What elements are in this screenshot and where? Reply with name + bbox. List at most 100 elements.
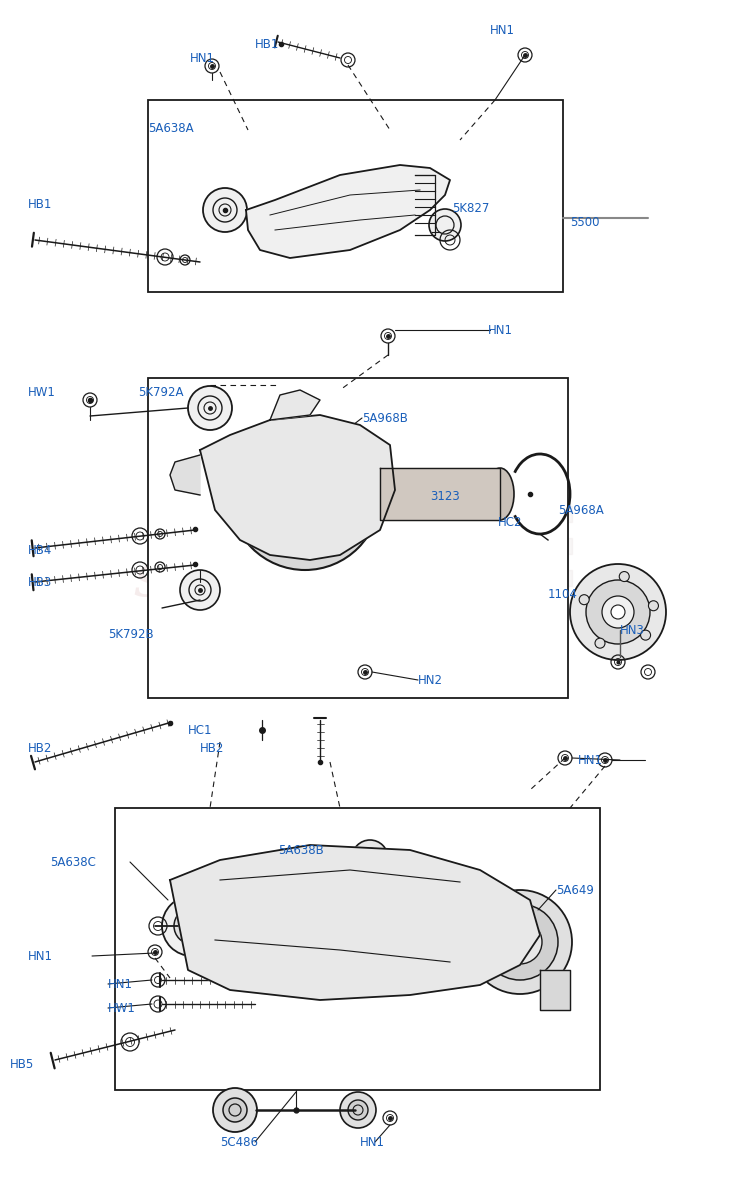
Circle shape	[579, 595, 589, 605]
Text: car parts: car parts	[207, 602, 373, 637]
Circle shape	[360, 848, 380, 868]
Polygon shape	[246, 164, 450, 258]
Text: HB4: HB4	[28, 545, 52, 558]
Polygon shape	[170, 455, 200, 494]
Circle shape	[247, 437, 363, 553]
Circle shape	[595, 638, 605, 648]
Polygon shape	[270, 390, 320, 420]
Circle shape	[586, 580, 650, 644]
Bar	[528, 586, 550, 602]
Circle shape	[611, 605, 625, 619]
Text: HB3: HB3	[28, 576, 52, 588]
Circle shape	[468, 890, 572, 994]
Bar	[550, 506, 572, 522]
Circle shape	[498, 920, 542, 964]
Text: HN1: HN1	[578, 754, 603, 767]
Circle shape	[482, 904, 558, 980]
Circle shape	[570, 564, 666, 660]
Text: HN1: HN1	[108, 978, 133, 990]
Circle shape	[203, 188, 247, 232]
Circle shape	[429, 209, 461, 241]
Bar	[550, 538, 572, 554]
Text: HN1: HN1	[488, 324, 513, 336]
Text: 5A638C: 5A638C	[50, 856, 96, 869]
Bar	[462, 570, 484, 586]
Bar	[528, 554, 550, 570]
Circle shape	[352, 840, 388, 876]
Text: 5K792A: 5K792A	[138, 385, 184, 398]
Text: HN2: HN2	[418, 673, 443, 686]
Circle shape	[619, 571, 629, 582]
Text: HN1: HN1	[490, 24, 515, 36]
Bar	[148, 378, 568, 698]
Bar	[148, 100, 563, 292]
Text: HB5: HB5	[10, 1058, 34, 1072]
Text: 5K827: 5K827	[452, 202, 490, 215]
Bar	[440, 586, 462, 602]
Polygon shape	[170, 845, 540, 1000]
Ellipse shape	[486, 468, 514, 520]
Circle shape	[174, 908, 210, 944]
Text: 5A638A: 5A638A	[148, 121, 194, 134]
Text: 3123: 3123	[430, 491, 459, 504]
Text: 5A968A: 5A968A	[558, 504, 604, 516]
Polygon shape	[380, 468, 500, 520]
Text: 5500: 5500	[570, 216, 600, 228]
Text: HN1: HN1	[190, 52, 215, 65]
Bar	[484, 522, 506, 538]
Text: HN1: HN1	[28, 949, 53, 962]
Circle shape	[188, 386, 232, 430]
Bar	[550, 602, 572, 618]
Bar	[484, 554, 506, 570]
Circle shape	[230, 420, 380, 570]
Circle shape	[641, 630, 650, 640]
Bar	[506, 602, 528, 618]
Bar	[115, 808, 600, 1090]
Text: 1104: 1104	[548, 588, 578, 600]
Circle shape	[265, 455, 345, 535]
Text: HW1: HW1	[108, 1002, 136, 1014]
Text: HN3: HN3	[620, 624, 645, 636]
Circle shape	[280, 470, 330, 520]
Text: HC2: HC2	[498, 516, 523, 528]
Polygon shape	[540, 970, 570, 1010]
Bar	[440, 490, 462, 506]
Text: 5C486: 5C486	[220, 1135, 258, 1148]
Circle shape	[213, 1088, 257, 1132]
Text: scuderia: scuderia	[134, 552, 387, 608]
Bar	[506, 506, 528, 522]
Circle shape	[340, 1092, 376, 1128]
Bar	[484, 586, 506, 602]
Circle shape	[648, 601, 658, 611]
Bar	[440, 522, 462, 538]
Text: HB2: HB2	[200, 742, 225, 755]
Circle shape	[510, 932, 530, 952]
Circle shape	[223, 1098, 247, 1122]
Text: HB1: HB1	[255, 38, 280, 52]
Bar	[528, 522, 550, 538]
Bar	[462, 506, 484, 522]
Bar	[440, 554, 462, 570]
Text: 5K792B: 5K792B	[108, 628, 153, 641]
Polygon shape	[200, 415, 395, 560]
Text: 5A638B: 5A638B	[278, 844, 324, 857]
Bar	[506, 570, 528, 586]
Text: HN1: HN1	[360, 1135, 385, 1148]
Circle shape	[602, 596, 634, 628]
Text: HB2: HB2	[28, 742, 52, 755]
Bar	[506, 538, 528, 554]
Text: HW1: HW1	[28, 385, 56, 398]
Circle shape	[293, 482, 317, 506]
Text: HC1: HC1	[188, 724, 213, 737]
Circle shape	[162, 896, 222, 956]
Text: HB1: HB1	[28, 198, 52, 211]
Text: 5A649: 5A649	[556, 883, 594, 896]
Bar	[550, 570, 572, 586]
Bar	[462, 602, 484, 618]
Bar	[484, 490, 506, 506]
Bar	[462, 538, 484, 554]
Circle shape	[348, 1100, 368, 1120]
Circle shape	[180, 570, 220, 610]
Text: 5A968B: 5A968B	[362, 412, 408, 425]
Bar	[528, 490, 550, 506]
